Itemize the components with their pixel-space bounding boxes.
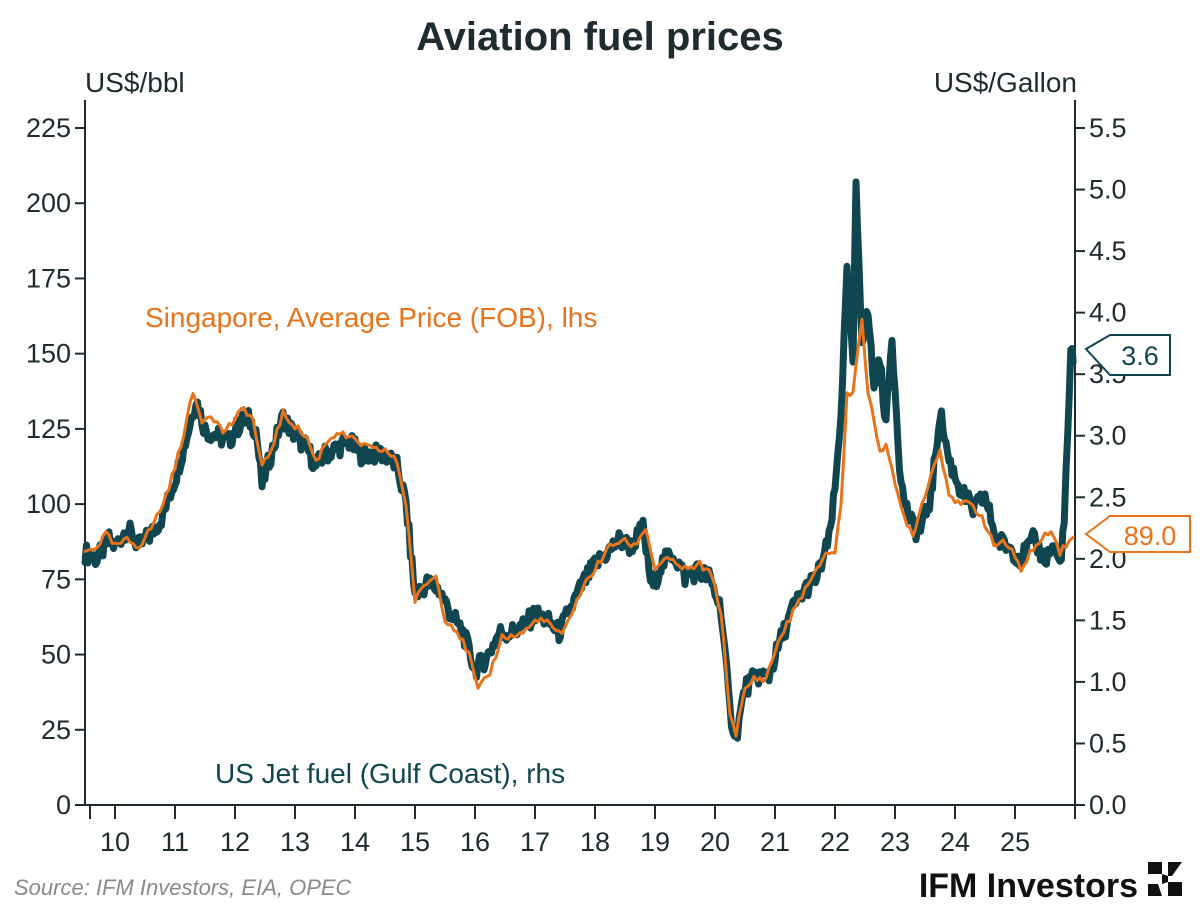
series-line-singapore	[83, 317, 1075, 738]
x-tick-label: 22	[820, 827, 850, 857]
x-tick-label: 21	[760, 827, 790, 857]
right-tick-label: 5.0	[1089, 175, 1127, 205]
right-tick-label: 0.5	[1089, 728, 1127, 758]
series-label-singapore: Singapore, Average Price (FOB), lhs	[145, 302, 597, 333]
left-tick-label: 75	[41, 564, 71, 594]
left-tick-label: 225	[26, 113, 71, 143]
left-callout-value: 89.0	[1124, 521, 1177, 551]
right-tick-label: 2.5	[1089, 482, 1127, 512]
right-tick-label: 4.0	[1089, 298, 1127, 328]
series-line-us-jet-fuel	[81, 178, 1077, 742]
x-tick-label: 14	[340, 827, 370, 857]
chart-title: Aviation fuel prices	[416, 15, 784, 59]
left-tick-label: 200	[26, 188, 71, 218]
x-tick-label: 23	[880, 827, 910, 857]
left-tick-label: 150	[26, 339, 71, 369]
right-tick-label: 5.5	[1089, 113, 1127, 143]
source-note: Source: IFM Investors, EIA, OPEC	[14, 875, 352, 900]
brand-name: IFM Investors	[919, 867, 1138, 905]
x-tick-label: 20	[700, 827, 730, 857]
x-tick-label: 11	[161, 827, 189, 857]
right-axis-ticks: 0.00.51.01.52.02.53.03.54.04.55.05.5	[1075, 113, 1127, 820]
x-tick-label: 17	[520, 827, 550, 857]
right-tick-label: 1.5	[1089, 605, 1127, 635]
x-tick-label: 15	[400, 827, 430, 857]
brand-logo-icon	[1148, 862, 1182, 896]
left-axis-unit: US$/bbl	[85, 67, 185, 98]
right-callout-value: 3.6	[1121, 341, 1159, 371]
x-tick-label: 19	[640, 827, 670, 857]
left-tick-label: 0	[56, 790, 71, 820]
left-tick-label: 100	[26, 489, 71, 519]
left-value-callout: 89.0	[1084, 515, 1191, 553]
x-tick-label: 16	[460, 827, 490, 857]
right-value-callout: 3.6	[1084, 334, 1171, 376]
x-tick-label: 25	[1000, 827, 1030, 857]
x-tick-label: 24	[940, 827, 970, 857]
left-tick-label: 175	[26, 263, 71, 293]
x-tick-label: 12	[220, 827, 250, 857]
right-axis-unit: US$/Gallon	[934, 67, 1077, 98]
x-tick-label: 18	[580, 827, 610, 857]
right-tick-label: 0.0	[1089, 790, 1127, 820]
x-axis-ticks: 10 11 12 13 14 15 16 17 18 19 20 21 22 23 24 25	[89, 805, 1076, 857]
x-tick-label: 13	[280, 827, 310, 857]
left-axis-ticks: 0 25 50 75 100 125 150 175 200 225	[26, 113, 85, 820]
right-tick-label: 1.0	[1089, 667, 1127, 697]
left-tick-label: 125	[26, 414, 71, 444]
series-label-us-jet-fuel: US Jet fuel (Gulf Coast), rhs	[215, 758, 565, 789]
right-tick-label: 3.0	[1089, 421, 1127, 451]
left-tick-label: 50	[41, 640, 71, 670]
left-tick-label: 25	[41, 715, 71, 745]
right-tick-label: 4.5	[1089, 236, 1127, 266]
x-tick-label: 10	[100, 827, 130, 857]
